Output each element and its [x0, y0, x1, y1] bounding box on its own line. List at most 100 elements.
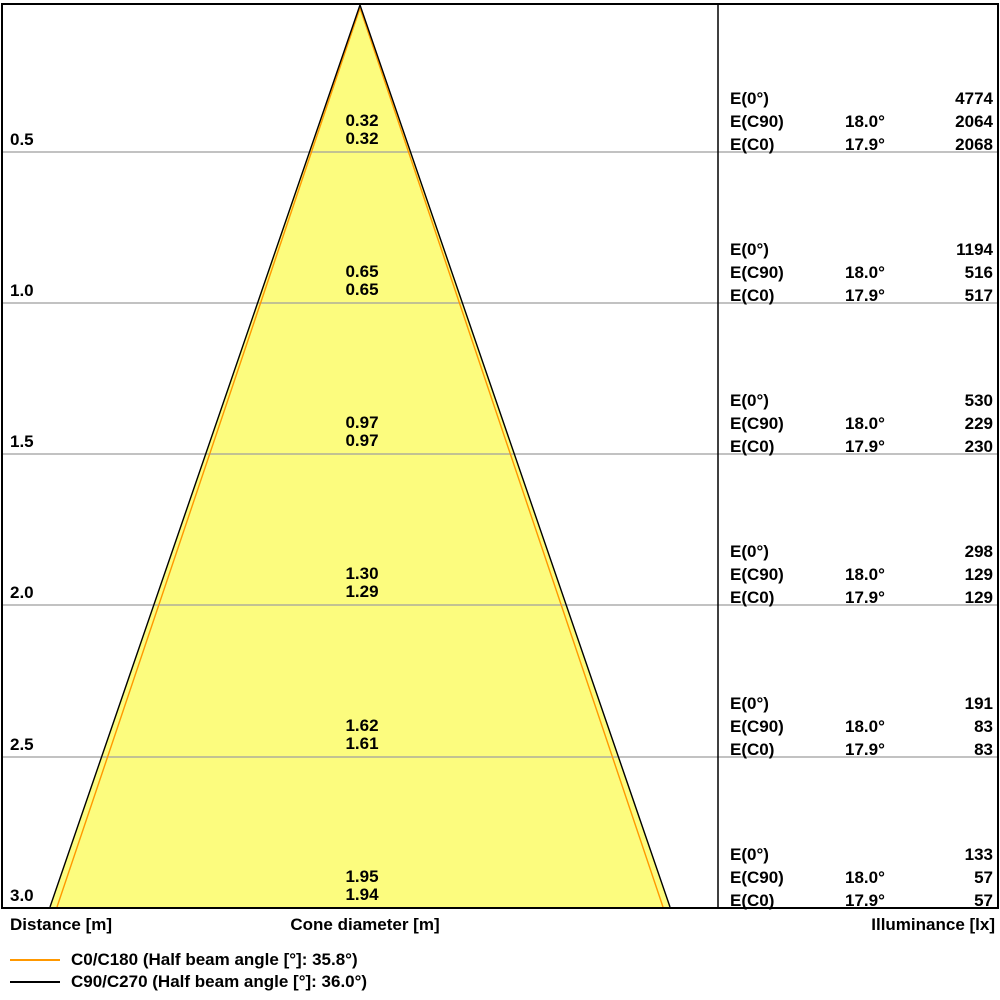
illuminance-row-ec90: E(C90) 18.0° 229 [730, 412, 993, 435]
distance-tick-2.5: 2.5 [10, 735, 34, 754]
cone-diameter-values-0.5m: 0.32 0.32 [262, 112, 462, 148]
cone-edge-c90-c270 [49, 4, 671, 908]
ec90-value: 129 [964, 565, 993, 584]
e0-value: 1194 [956, 240, 993, 259]
ec90-label: E(C90) [730, 717, 784, 736]
illuminance-block-1.5m: E(0°) 530 E(C90) 18.0° 229 E(C0) 17.9° 230 [730, 389, 993, 458]
ec0-value: 2068 [955, 135, 993, 154]
ec90-value: 2064 [955, 112, 993, 131]
ec0-value: 517 [964, 286, 993, 305]
ec0-angle: 17.9° [845, 286, 885, 305]
illuminance-row-ec90: E(C90) 18.0° 129 [730, 563, 993, 586]
light-cone-shape [50, 5, 670, 907]
ec0-label: E(C0) [730, 286, 775, 305]
cone-edge-c0-c180 [56, 7, 664, 908]
c0-c180-line-swatch [10, 959, 60, 961]
axis-label-illuminance: Illuminance [lx] [871, 915, 995, 934]
cone-diameter-c90: 1.62 [345, 716, 379, 735]
ec90-angle: 18.0° [845, 717, 885, 736]
illuminance-row-ec90: E(C90) 18.0° 516 [730, 261, 993, 284]
illuminance-row-ec90: E(C90) 18.0° 2064 [730, 110, 993, 133]
illuminance-row-ec90: E(C90) 18.0° 83 [730, 715, 993, 738]
e0-value: 530 [964, 391, 993, 410]
ec90-label: E(C90) [730, 414, 784, 433]
cone-diameter-values-3.0m: 1.95 1.94 [262, 868, 462, 904]
cone-diameter-c0: 0.32 [345, 129, 379, 148]
cone-diameter-values-2.0m: 1.30 1.29 [262, 565, 462, 601]
illuminance-row-ec0: E(C0) 17.9° 517 [730, 284, 993, 307]
ec90-angle: 18.0° [845, 263, 885, 282]
illuminance-row-e0: E(0°) 530 [730, 389, 993, 412]
e0-angle [845, 843, 920, 866]
ec90-angle: 18.0° [845, 112, 885, 131]
e0-angle [845, 389, 920, 412]
ec0-label: E(C0) [730, 740, 775, 759]
illuminance-block-2.0m: E(0°) 298 E(C90) 18.0° 129 E(C0) 17.9° 129 [730, 540, 993, 609]
cone-diameter-c0: 1.29 [345, 582, 379, 601]
ec0-label: E(C0) [730, 588, 775, 607]
distance-tick-2.0: 2.0 [10, 583, 34, 602]
ec90-angle: 18.0° [845, 868, 885, 887]
e0-angle [845, 540, 920, 563]
illuminance-block-0.5m: E(0°) 4774 E(C90) 18.0° 2064 E(C0) 17.9° 2068 [730, 87, 993, 156]
ec90-angle: 18.0° [845, 414, 885, 433]
e0-angle [845, 87, 920, 110]
illuminance-block-1.0m: E(0°) 1194 E(C90) 18.0° 516 E(C0) 17.9° 517 [730, 238, 993, 307]
e0-label: E(0°) [730, 542, 769, 561]
e0-value: 298 [964, 542, 993, 561]
cone-diameter-c0: 0.97 [345, 431, 379, 450]
e0-label: E(0°) [730, 240, 769, 259]
distance-tick-1.0: 1.0 [10, 281, 34, 300]
gridlines [3, 151, 997, 758]
legend-label-c0-c180: C0/C180 (Half beam angle [°]: 35.8°) [71, 950, 358, 969]
illuminance-row-e0: E(0°) 191 [730, 692, 993, 715]
ec90-value: 57 [974, 868, 993, 887]
ec0-label: E(C0) [730, 437, 775, 456]
distance-tick-1.5: 1.5 [10, 432, 34, 451]
illuminance-row-ec0: E(C0) 17.9° 83 [730, 738, 993, 761]
illuminance-block-2.5m: E(0°) 191 E(C90) 18.0° 83 E(C0) 17.9° 83 [730, 692, 993, 761]
illuminance-row-ec0: E(C0) 17.9° 230 [730, 435, 993, 458]
ec90-label: E(C90) [730, 112, 784, 131]
cone-diameter-c90: 0.32 [345, 111, 379, 130]
illuminance-block-3.0m: E(0°) 133 E(C90) 18.0° 57 E(C0) 17.9° 57 [730, 843, 993, 912]
cone-diameter-c0: 1.61 [345, 734, 379, 753]
ec0-angle: 17.9° [845, 437, 885, 456]
ec90-value: 516 [964, 263, 993, 282]
cone-diameter-c90: 0.65 [345, 262, 379, 281]
cone-diameter-values-1.5m: 0.97 0.97 [262, 414, 462, 450]
ec0-angle: 17.9° [845, 891, 885, 910]
e0-value: 191 [964, 694, 993, 713]
ec90-label: E(C90) [730, 263, 784, 282]
c90-c270-line-swatch [10, 981, 60, 983]
illuminance-row-ec0: E(C0) 17.9° 129 [730, 586, 993, 609]
illuminance-row-e0: E(0°) 133 [730, 843, 993, 866]
ec90-angle: 18.0° [845, 565, 885, 584]
axis-label-cone-diameter: Cone diameter [m] [290, 915, 440, 934]
e0-label: E(0°) [730, 89, 769, 108]
distance-tick-3.0: 3.0 [10, 886, 34, 905]
cone-diameter-c90: 1.95 [345, 867, 379, 886]
distance-tick-0.5: 0.5 [10, 130, 34, 149]
illuminance-row-ec0: E(C0) 17.9° 2068 [730, 133, 993, 156]
cone-diameter-c0: 1.94 [345, 885, 379, 904]
e0-label: E(0°) [730, 694, 769, 713]
chart-frame [1, 3, 999, 909]
legend-item-c0-c180: C0/C180 (Half beam angle [°]: 35.8°) [10, 950, 610, 970]
e0-value: 133 [964, 845, 993, 864]
cone-diameter-values-2.5m: 1.62 1.61 [262, 717, 462, 753]
ec0-value: 57 [974, 891, 993, 910]
ec90-label: E(C90) [730, 868, 784, 887]
e0-angle [845, 238, 920, 261]
illuminance-row-e0: E(0°) 4774 [730, 87, 993, 110]
ec0-label: E(C0) [730, 135, 775, 154]
e0-angle [845, 692, 920, 715]
illuminance-row-e0: E(0°) 298 [730, 540, 993, 563]
ec0-value: 83 [974, 740, 993, 759]
ec0-value: 129 [964, 588, 993, 607]
ec0-angle: 17.9° [845, 135, 885, 154]
ec0-value: 230 [964, 437, 993, 456]
e0-label: E(0°) [730, 391, 769, 410]
